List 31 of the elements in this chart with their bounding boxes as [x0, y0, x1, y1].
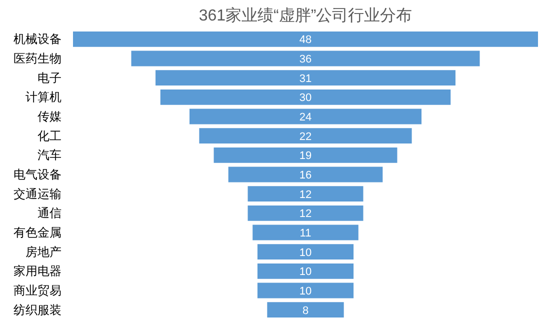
category-label: 纺织服装: [14, 302, 62, 317]
data-label: 10: [299, 246, 312, 259]
data-label: 31: [299, 72, 312, 85]
data-label: 36: [299, 54, 312, 66]
category-label: 有色金属: [14, 226, 62, 240]
data-label: 12: [299, 188, 312, 201]
data-label: 30: [299, 92, 312, 104]
data-label: 22: [299, 130, 312, 143]
data-label: 19: [299, 150, 312, 162]
data-label: 10: [299, 266, 312, 278]
category-label: 家用电器: [14, 264, 62, 278]
data-label: 16: [299, 170, 312, 182]
category-label: 商业贸易: [14, 284, 62, 298]
category-label: 电子: [38, 70, 62, 85]
data-label: 12: [299, 208, 312, 220]
data-label: 11: [300, 228, 312, 240]
category-label: 交通运输: [14, 186, 62, 201]
category-label: 计算机: [26, 90, 62, 104]
category-label: 医药生物: [14, 52, 62, 66]
category-label: 机械设备: [14, 32, 62, 46]
category-label: 房地产: [26, 244, 62, 259]
category-label: 通信: [38, 206, 62, 220]
data-label: 8: [302, 304, 309, 317]
category-label: 化工: [38, 128, 62, 143]
category-label: 电气设备: [14, 168, 62, 182]
data-label: 48: [299, 34, 312, 46]
category-label: 汽车: [38, 148, 62, 162]
text: 361家业绩“虚胖”公司行业分布: [198, 6, 412, 24]
data-label: 24: [299, 112, 312, 124]
category-label: 传媒: [38, 110, 62, 124]
data-label: 10: [299, 286, 312, 298]
